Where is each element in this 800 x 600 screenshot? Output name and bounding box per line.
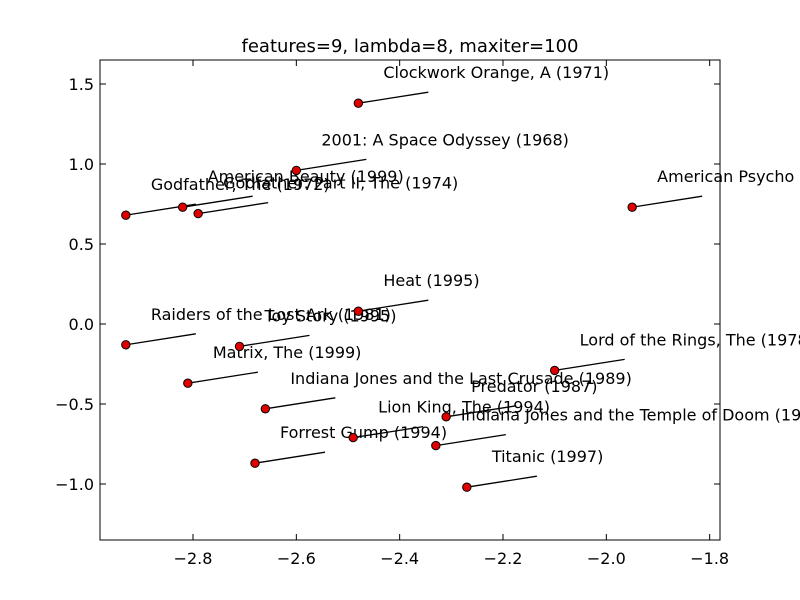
point-label: American Beauty (1999) <box>208 167 404 186</box>
data-point <box>431 440 441 451</box>
annotations: Clockwork Orange, A (1971) 2001: A Space … <box>125 63 800 488</box>
point-label: Matrix, The (1999) <box>213 343 362 362</box>
annotation-leader <box>446 405 517 418</box>
annotation-leader <box>435 433 506 447</box>
x-tick-label: −2.8 <box>174 549 213 568</box>
point-label: Indiana Jones and the Last Crusade (1989… <box>290 369 631 388</box>
data-point <box>348 432 358 443</box>
data-points <box>121 98 637 492</box>
data-point <box>183 378 193 388</box>
plot-frame <box>99 59 721 541</box>
annotation-leader <box>125 333 196 346</box>
point-label: Lord of the Rings, The (1978) <box>580 330 800 349</box>
annotation-leader <box>239 334 310 348</box>
point-label: Toy Story (1995) <box>264 306 397 325</box>
data-point <box>250 458 260 468</box>
x-tick-label: −2.4 <box>380 549 419 568</box>
y-tick-label: 1.0 <box>69 155 94 174</box>
annotation-leader <box>182 195 253 208</box>
chart-title: features=9, lambda=8, maxiter=100 <box>242 36 579 57</box>
data-point <box>441 412 451 422</box>
y-tick-label: 0.5 <box>69 235 94 254</box>
x-tick-label: −2.0 <box>587 549 626 568</box>
annotation-leader <box>254 451 326 464</box>
x-axis: −2.8 −2.6 −2.4 −2.2 −2.0 −1.8 <box>174 60 729 568</box>
point-label: Godfather, The (1972) <box>151 175 330 194</box>
data-point <box>353 306 364 316</box>
data-point <box>353 98 364 108</box>
point-label: Forrest Gump (1994) <box>280 423 447 442</box>
data-point <box>193 208 203 219</box>
data-point <box>627 202 637 212</box>
y-tick-label: 1.5 <box>69 75 94 94</box>
annotation-leader <box>632 195 703 208</box>
data-point <box>549 365 560 376</box>
x-tick-label: −2.6 <box>277 549 316 568</box>
annotation-leader <box>187 371 258 384</box>
x-tick-label: −2.2 <box>484 549 523 568</box>
annotation-leader <box>198 201 269 215</box>
point-label: 2001: A Space Odyssey (1968) <box>321 130 569 149</box>
data-point <box>177 202 188 212</box>
annotation-leader <box>265 397 336 410</box>
point-label: Lion King, The (1994) <box>378 398 550 417</box>
data-point <box>121 210 131 220</box>
data-point <box>234 341 245 352</box>
data-point <box>462 482 472 492</box>
annotation-leader <box>358 299 429 312</box>
point-label: Heat (1995) <box>383 271 479 290</box>
y-tick-label: −1.0 <box>55 475 94 494</box>
y-tick-label: −0.5 <box>55 395 94 414</box>
annotation-leader <box>358 91 429 104</box>
data-point <box>260 404 271 414</box>
point-label: Clockwork Orange, A (1971) <box>383 63 609 82</box>
point-label: Raiders of the Lost Ark (1981) <box>151 305 391 324</box>
annotation-leader <box>554 358 625 372</box>
data-point <box>121 340 131 350</box>
annotation-leader <box>296 158 367 172</box>
point-label: Titanic (1997) <box>491 447 603 466</box>
point-label: Indiana Jones and the Temple of Doom (19… <box>461 406 800 425</box>
y-axis: 1.5 1.0 0.5 0.0 −0.5 −1.0 <box>55 75 720 494</box>
annotation-leader <box>466 475 537 488</box>
point-label: Godfather: Part II, The (1974) <box>223 174 458 193</box>
x-tick-label: −1.8 <box>690 549 729 568</box>
point-label: American Psycho (2000) <box>657 167 800 186</box>
data-point <box>291 165 302 176</box>
annotation-leader <box>353 425 424 439</box>
y-tick-label: 0.0 <box>69 315 94 334</box>
point-label: Predator (1987) <box>471 377 597 396</box>
